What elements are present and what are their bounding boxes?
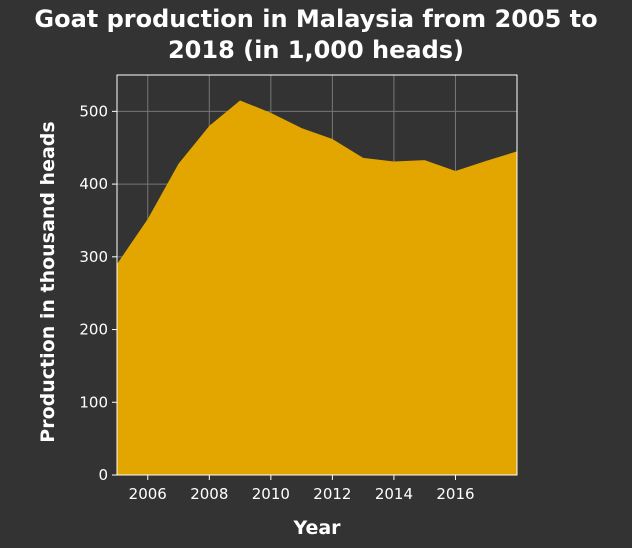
y-tick-label: 500 bbox=[79, 102, 108, 120]
x-axis: 2006 2008 2010 2012 2014 2016 bbox=[129, 475, 475, 503]
x-axis-label: Year bbox=[292, 517, 341, 539]
x-tick-label: 2008 bbox=[190, 485, 228, 503]
y-tick-label: 300 bbox=[79, 248, 108, 266]
y-tick-label: 0 bbox=[98, 466, 108, 484]
y-axis: 0 100 200 300 400 500 bbox=[79, 102, 117, 484]
chart-title: Goat production in Malaysia from 2005 to… bbox=[34, 5, 598, 64]
y-tick-label: 200 bbox=[79, 321, 108, 339]
y-axis-label: Production in thousand heads bbox=[37, 121, 59, 442]
y-tick-label: 400 bbox=[79, 175, 108, 193]
x-tick-label: 2016 bbox=[436, 485, 474, 503]
x-tick-label: 2006 bbox=[129, 485, 167, 503]
x-tick-label: 2012 bbox=[313, 485, 351, 503]
x-tick-label: 2014 bbox=[375, 485, 413, 503]
plot-border bbox=[116, 74, 518, 476]
y-tick-label: 100 bbox=[79, 393, 108, 411]
x-tick-label: 2010 bbox=[252, 485, 290, 503]
area-series bbox=[117, 100, 517, 476]
